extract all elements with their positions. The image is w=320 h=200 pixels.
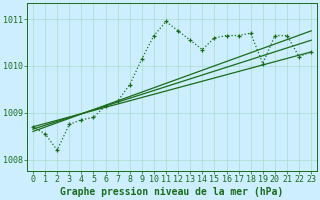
X-axis label: Graphe pression niveau de la mer (hPa): Graphe pression niveau de la mer (hPa) <box>60 187 284 197</box>
